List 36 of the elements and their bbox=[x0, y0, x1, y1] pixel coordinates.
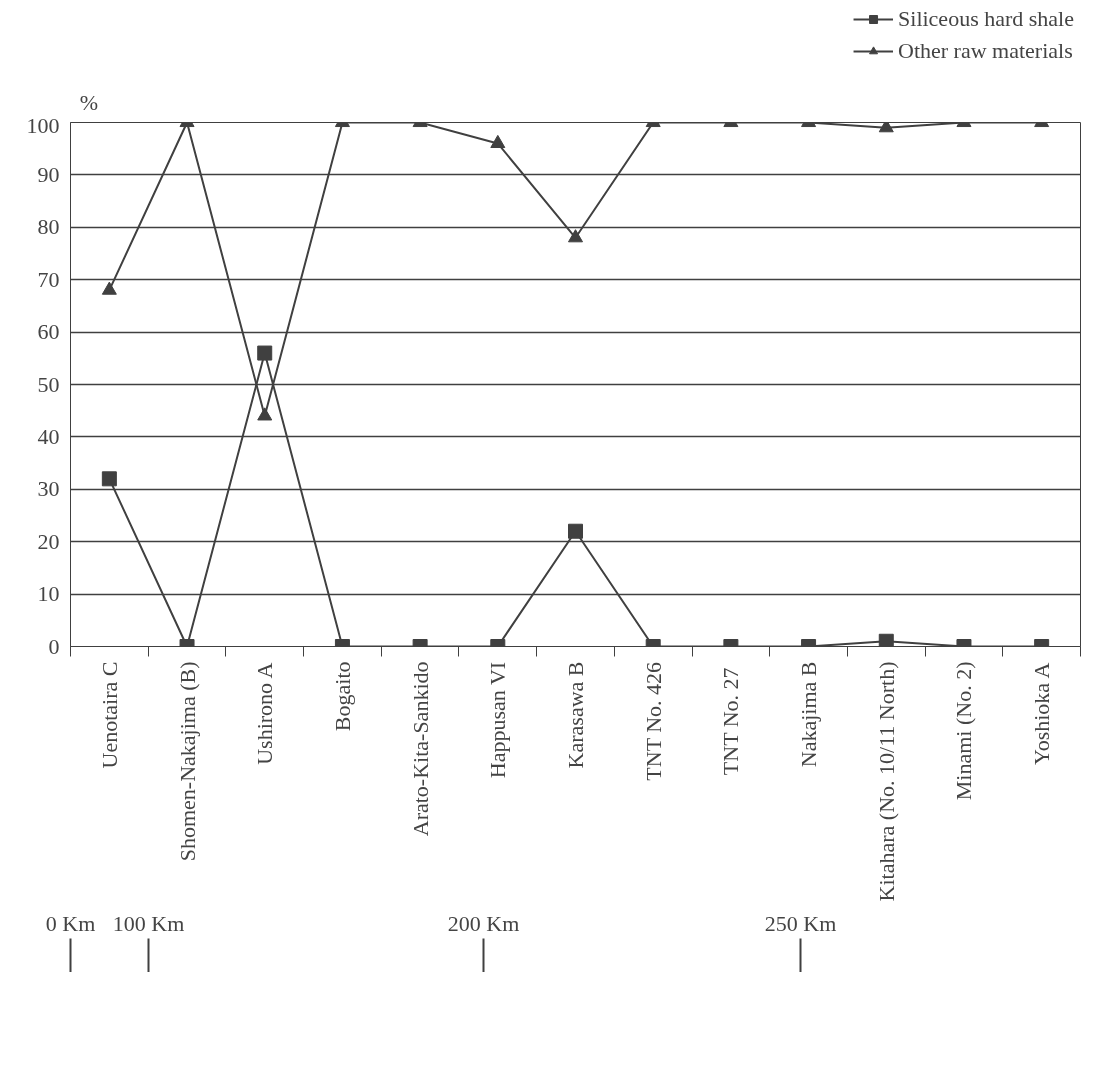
y-tick-label: 0 bbox=[48, 633, 60, 659]
y-tick-label: 100 bbox=[26, 112, 60, 138]
point bbox=[878, 633, 894, 647]
y-tick-label: 40 bbox=[37, 423, 60, 449]
x-tick-label: Ushirono A bbox=[252, 662, 278, 765]
text: 250 Km bbox=[764, 910, 837, 936]
y-tick-label: 90 bbox=[37, 161, 60, 187]
y-tick-label: 10 bbox=[37, 581, 60, 607]
point bbox=[257, 407, 273, 421]
x-tick-label: Nakajima B bbox=[796, 661, 822, 768]
y-tick-label: 20 bbox=[37, 528, 60, 554]
x-tick-label: Shomen-Nakajima (B) bbox=[174, 661, 200, 862]
legend-label: Siliceous hard shale bbox=[898, 6, 1074, 32]
x-tick-label: TNT No. 27 bbox=[718, 667, 744, 776]
x-tick-label: Kitahara (No. 10/11 North) bbox=[873, 661, 899, 902]
x-tick-label: Yoshioka A bbox=[1029, 662, 1055, 766]
text: 100 Km bbox=[112, 910, 185, 936]
x-tick-label: Arato-Kita-Sankido bbox=[407, 661, 433, 837]
y-tick-label: 60 bbox=[37, 319, 60, 345]
point bbox=[101, 471, 117, 487]
x-tick-label: Karasawa B bbox=[563, 661, 588, 769]
x-tick-label: Minami (No. 2) bbox=[951, 661, 977, 801]
x-tick-label: Uenotaira C bbox=[96, 661, 122, 769]
text: 0 Km bbox=[45, 910, 96, 936]
y-tick-label: 80 bbox=[37, 214, 60, 240]
point bbox=[257, 345, 273, 361]
legend-label: Other raw materials bbox=[898, 38, 1073, 64]
y-tick-label: 70 bbox=[37, 266, 60, 292]
y-tick-label: 30 bbox=[37, 476, 60, 502]
x-tick-label: TNT No. 426 bbox=[640, 661, 666, 781]
x-tick-label: Bogaito bbox=[329, 661, 355, 732]
y-tick-label: 50 bbox=[37, 371, 60, 397]
text: 200 Km bbox=[447, 910, 520, 936]
x-tick-label: Happusan VI bbox=[485, 661, 511, 779]
y-axis-title: % bbox=[79, 89, 99, 115]
point bbox=[568, 523, 583, 539]
